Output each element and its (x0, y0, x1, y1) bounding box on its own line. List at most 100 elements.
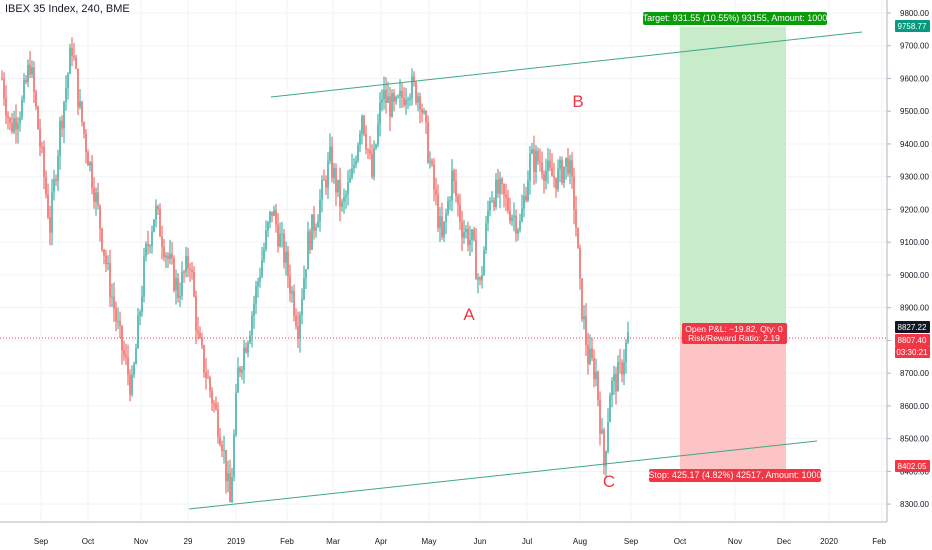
candle (465, 225, 467, 239)
price-badge: 9758.77 (895, 20, 930, 32)
candle (239, 365, 241, 378)
candle (39, 119, 41, 157)
wave-c-label: C (603, 472, 615, 491)
candle (223, 435, 225, 464)
candle (25, 74, 27, 85)
candle (3, 72, 5, 106)
price-tick-label: 9400.00 (900, 140, 929, 149)
candle (453, 168, 455, 194)
candle (193, 266, 195, 298)
candle (425, 109, 427, 135)
candle (129, 369, 131, 402)
candle (19, 111, 21, 132)
candle (277, 213, 279, 253)
time-tick-label: Oct (82, 537, 95, 546)
candle (7, 111, 9, 130)
candle (525, 186, 527, 203)
candle (215, 396, 217, 411)
time-scale[interactable]: Sep Oct Nov 29 2019 Feb Mar Apr May Jun Jul Aug Sep O… (34, 537, 887, 546)
chart-title: IBEX 35 Index, 240, BME (5, 3, 130, 15)
price-badge: 8402.05 (895, 460, 930, 472)
target-label[interactable]: Target: 931.55 (10.55%) 93155, Amount: 1… (643, 12, 828, 25)
candle (515, 209, 517, 242)
candle (71, 37, 73, 67)
price-tick-label: 8600.00 (900, 402, 929, 411)
candle (199, 326, 201, 340)
candle (109, 249, 111, 307)
svg-text:Stop: 425.17 (4.82%) 42517, Am: Stop: 425.17 (4.82%) 42517, Amount: 1000 (648, 470, 821, 480)
candle (455, 169, 457, 203)
candle (457, 193, 459, 217)
candle (213, 400, 215, 413)
svg-text:Target: 931.55 (10.55%) 93155,: Target: 931.55 (10.55%) 93155, Amount: 1… (643, 13, 828, 23)
candle (89, 160, 91, 172)
candle (347, 170, 349, 206)
candle (169, 239, 171, 265)
upper-trendline[interactable] (270, 31, 863, 98)
candle (229, 459, 231, 503)
candle (479, 276, 481, 286)
candle (469, 225, 471, 257)
time-tick-label: Nov (134, 537, 148, 546)
price-scale[interactable]: 9800.00 9700.00 9600.00 9500.00 9400.00 9300.… (887, 9, 930, 509)
candle (501, 176, 503, 195)
candle (51, 178, 53, 246)
candle (443, 221, 445, 243)
candle (57, 149, 59, 192)
candle (279, 222, 281, 248)
candle (137, 307, 139, 349)
lower-trendline[interactable] (188, 440, 818, 510)
candle (369, 136, 371, 160)
candle (623, 349, 625, 386)
candle (105, 249, 107, 273)
candle (475, 227, 477, 280)
price-tick-label: 8700.00 (900, 369, 929, 378)
stop-label[interactable]: Stop: 425.17 (4.82%) 42517, Amount: 1000 (648, 469, 822, 482)
stop-zone[interactable] (680, 331, 786, 471)
time-tick-label: May (421, 537, 436, 546)
candle (95, 187, 97, 216)
candle (11, 113, 13, 134)
candle (23, 73, 25, 104)
candle (509, 197, 511, 225)
candle (83, 121, 85, 139)
candle (349, 168, 351, 184)
candle (589, 334, 591, 366)
candle (391, 89, 393, 118)
candle (375, 143, 377, 151)
candle (395, 95, 397, 105)
candle (569, 154, 571, 185)
candle (449, 196, 451, 211)
candle (85, 129, 87, 164)
price-badge: 8807.40 (895, 334, 930, 346)
candle (447, 196, 449, 216)
candle (407, 96, 409, 109)
candle (495, 172, 497, 210)
target-zone[interactable] (680, 26, 786, 332)
candle (31, 60, 33, 78)
price-tick-label: 8500.00 (900, 435, 929, 444)
candle (73, 43, 75, 61)
candle (173, 255, 175, 293)
candle (361, 114, 363, 145)
candle (69, 43, 71, 75)
candle (401, 83, 403, 108)
candle (531, 142, 533, 155)
price-tick-label: 8300.00 (900, 500, 929, 509)
candle (231, 467, 233, 503)
candle (269, 210, 271, 229)
candle (411, 68, 413, 106)
candle (365, 125, 367, 155)
candle (337, 179, 339, 197)
candle (537, 147, 539, 165)
candle (473, 226, 475, 242)
candle (387, 81, 389, 104)
candle (201, 332, 203, 349)
candle (431, 158, 433, 168)
candle (389, 86, 391, 132)
candle (587, 332, 589, 375)
candle (415, 80, 417, 106)
candle (5, 85, 7, 125)
